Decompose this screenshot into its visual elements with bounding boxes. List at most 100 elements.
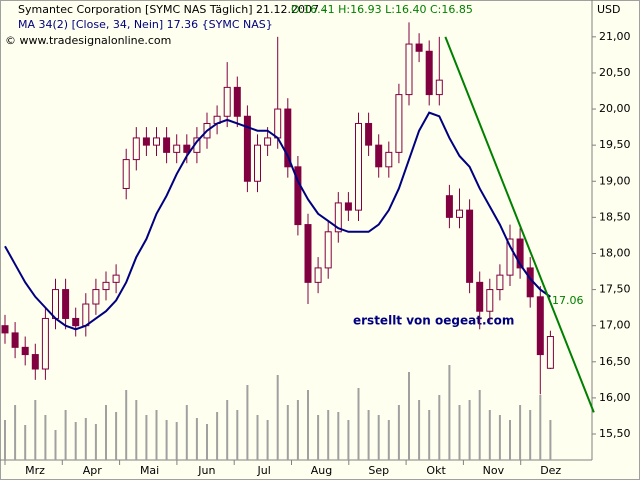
volume-bar xyxy=(165,420,168,460)
candle-body xyxy=(41,317,49,370)
volume-bar xyxy=(105,405,107,460)
x-tick-label: Okt xyxy=(426,464,446,477)
indicator-text: MA 34(2) [Close, 34, Nein] 17.36 {SYMC N… xyxy=(18,18,273,31)
volume-bar xyxy=(286,405,289,460)
candle-body xyxy=(456,209,463,218)
candle-body xyxy=(294,166,302,226)
candle-body xyxy=(435,79,443,96)
x-tick-label: Mrz xyxy=(25,464,45,477)
volume-bar xyxy=(367,410,370,460)
x-tick-label: Dez xyxy=(540,464,561,477)
volume-bar xyxy=(195,418,198,460)
candle-body xyxy=(122,159,130,189)
volume-bar xyxy=(428,410,431,460)
volume-bar xyxy=(14,405,17,460)
candle-body xyxy=(375,144,383,168)
candle-body xyxy=(31,354,39,370)
volume-bar xyxy=(357,388,360,460)
volume-bar xyxy=(236,410,239,460)
volume-bar xyxy=(438,395,441,460)
candle-body xyxy=(233,86,241,117)
candle-body xyxy=(183,144,191,153)
volume-bar xyxy=(115,412,118,460)
ohlc-text: O:16.41 H:16.93 L:16.40 C:16.85 xyxy=(291,3,473,16)
x-tick-label: Nov xyxy=(483,464,505,477)
candle-body xyxy=(546,336,554,369)
candle-body xyxy=(445,195,453,218)
y-tick-label: 19,50 xyxy=(599,138,631,151)
volume-bar xyxy=(125,390,128,460)
y-tick-label: 17,00 xyxy=(599,319,631,332)
volume-bar xyxy=(418,400,421,460)
candle-body xyxy=(395,94,403,153)
candle-body xyxy=(82,303,90,327)
volume-bar xyxy=(408,372,410,460)
volume-bar xyxy=(377,415,380,460)
y-tick-label: 19,00 xyxy=(599,174,631,187)
volume-bar xyxy=(307,390,309,460)
volume-bar xyxy=(226,400,229,460)
candle-body xyxy=(466,209,474,283)
x-tick-label: Sep xyxy=(368,464,389,477)
candle-body xyxy=(92,289,100,305)
volume-bar xyxy=(468,400,471,460)
candle-body xyxy=(344,202,352,211)
volume-bar xyxy=(458,405,461,460)
volume-bar xyxy=(256,415,259,460)
volume-bar xyxy=(4,420,6,460)
candle-body xyxy=(173,144,181,153)
y-axis-label: USD xyxy=(597,3,621,16)
volume-bar xyxy=(296,400,299,460)
volume-bar xyxy=(397,405,400,460)
candle-body xyxy=(112,274,120,283)
x-tick-label: Jun xyxy=(197,464,215,477)
candle-body xyxy=(1,325,9,334)
volume-bar xyxy=(24,425,27,460)
x-tick-label: Aug xyxy=(311,464,332,477)
chart-title: Symantec Corporation [SYMC NAS Täglich] … xyxy=(18,3,326,16)
volume-bar xyxy=(529,410,532,460)
volume-bar xyxy=(347,420,350,460)
candle-body xyxy=(355,122,362,211)
volume-bar xyxy=(539,395,542,460)
volume-bar xyxy=(387,420,390,460)
y-tick-label: 20,00 xyxy=(599,102,631,115)
candle-body xyxy=(163,137,171,153)
candle-body xyxy=(425,50,433,96)
volume-bar xyxy=(135,400,138,460)
volume-bar xyxy=(317,415,320,460)
volume-bar xyxy=(64,410,67,460)
volume-bar xyxy=(54,430,57,460)
volume-bar xyxy=(74,422,77,460)
candle-body xyxy=(334,202,342,233)
candle-body xyxy=(496,274,504,291)
volume-bar xyxy=(337,412,340,460)
y-tick-label: 18,00 xyxy=(599,246,631,259)
y-tick-label: 18,50 xyxy=(599,210,631,223)
volume-bar xyxy=(34,400,37,460)
candle-body xyxy=(243,115,251,182)
volume-bar xyxy=(478,390,481,460)
volume-bar xyxy=(84,418,87,460)
trendline xyxy=(444,36,595,413)
candle-body xyxy=(506,238,514,276)
volume-bar xyxy=(175,422,178,460)
candle-body xyxy=(516,238,524,269)
volume-bar xyxy=(185,405,188,460)
candle-body xyxy=(536,296,544,356)
volume-bar xyxy=(549,420,552,460)
ma-line xyxy=(4,111,551,331)
candle-body xyxy=(52,289,59,319)
volume-bar xyxy=(276,375,279,460)
volume-bar xyxy=(216,412,219,460)
y-tick-label: 20,50 xyxy=(599,66,631,79)
candle-body xyxy=(142,137,150,146)
y-tick-label: 15,50 xyxy=(599,427,631,440)
volume-bar xyxy=(94,424,97,460)
candle-body xyxy=(102,281,110,291)
volume-bar xyxy=(206,424,208,460)
volume-bar xyxy=(519,405,522,460)
y-tick-label: 21,00 xyxy=(599,30,631,43)
